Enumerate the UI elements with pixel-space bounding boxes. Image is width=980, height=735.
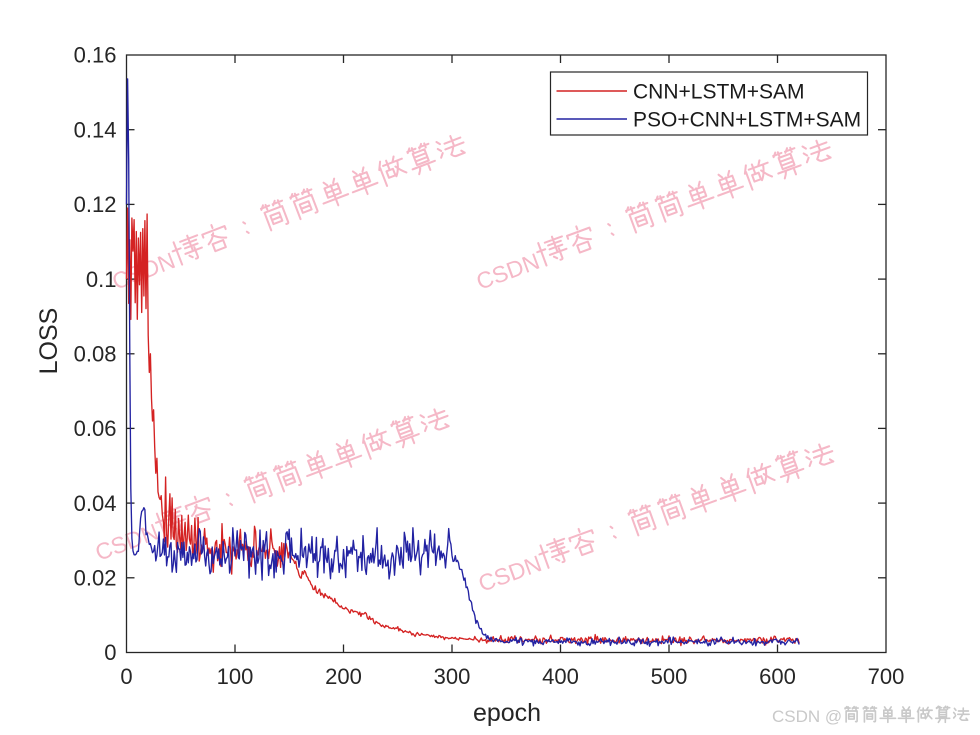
svg-text:0.02: 0.02 [74, 566, 117, 591]
svg-text:CSDN @: CSDN @ [772, 707, 842, 726]
svg-text:300: 300 [434, 664, 471, 689]
svg-text:CNN+LSTM+SAM: CNN+LSTM+SAM [633, 81, 805, 104]
svg-text:0: 0 [104, 640, 116, 665]
svg-text:600: 600 [759, 664, 796, 689]
svg-text:500: 500 [651, 664, 688, 689]
svg-text:0.12: 0.12 [74, 192, 117, 217]
svg-text:400: 400 [542, 664, 579, 689]
svg-text:0.16: 0.16 [74, 43, 117, 68]
svg-text:200: 200 [325, 664, 362, 689]
svg-text:0.1: 0.1 [86, 267, 117, 292]
svg-text:0.08: 0.08 [74, 341, 117, 366]
svg-text:700: 700 [868, 664, 905, 689]
svg-text:0: 0 [120, 664, 132, 689]
svg-text:0.14: 0.14 [74, 117, 117, 142]
svg-text:epoch: epoch [473, 699, 541, 727]
svg-text:LOSS: LOSS [35, 308, 63, 375]
svg-text:100: 100 [217, 664, 254, 689]
svg-text:PSO+CNN+LSTM+SAM: PSO+CNN+LSTM+SAM [633, 109, 861, 132]
svg-text:0.04: 0.04 [74, 491, 117, 516]
svg-text:0.06: 0.06 [74, 416, 117, 441]
